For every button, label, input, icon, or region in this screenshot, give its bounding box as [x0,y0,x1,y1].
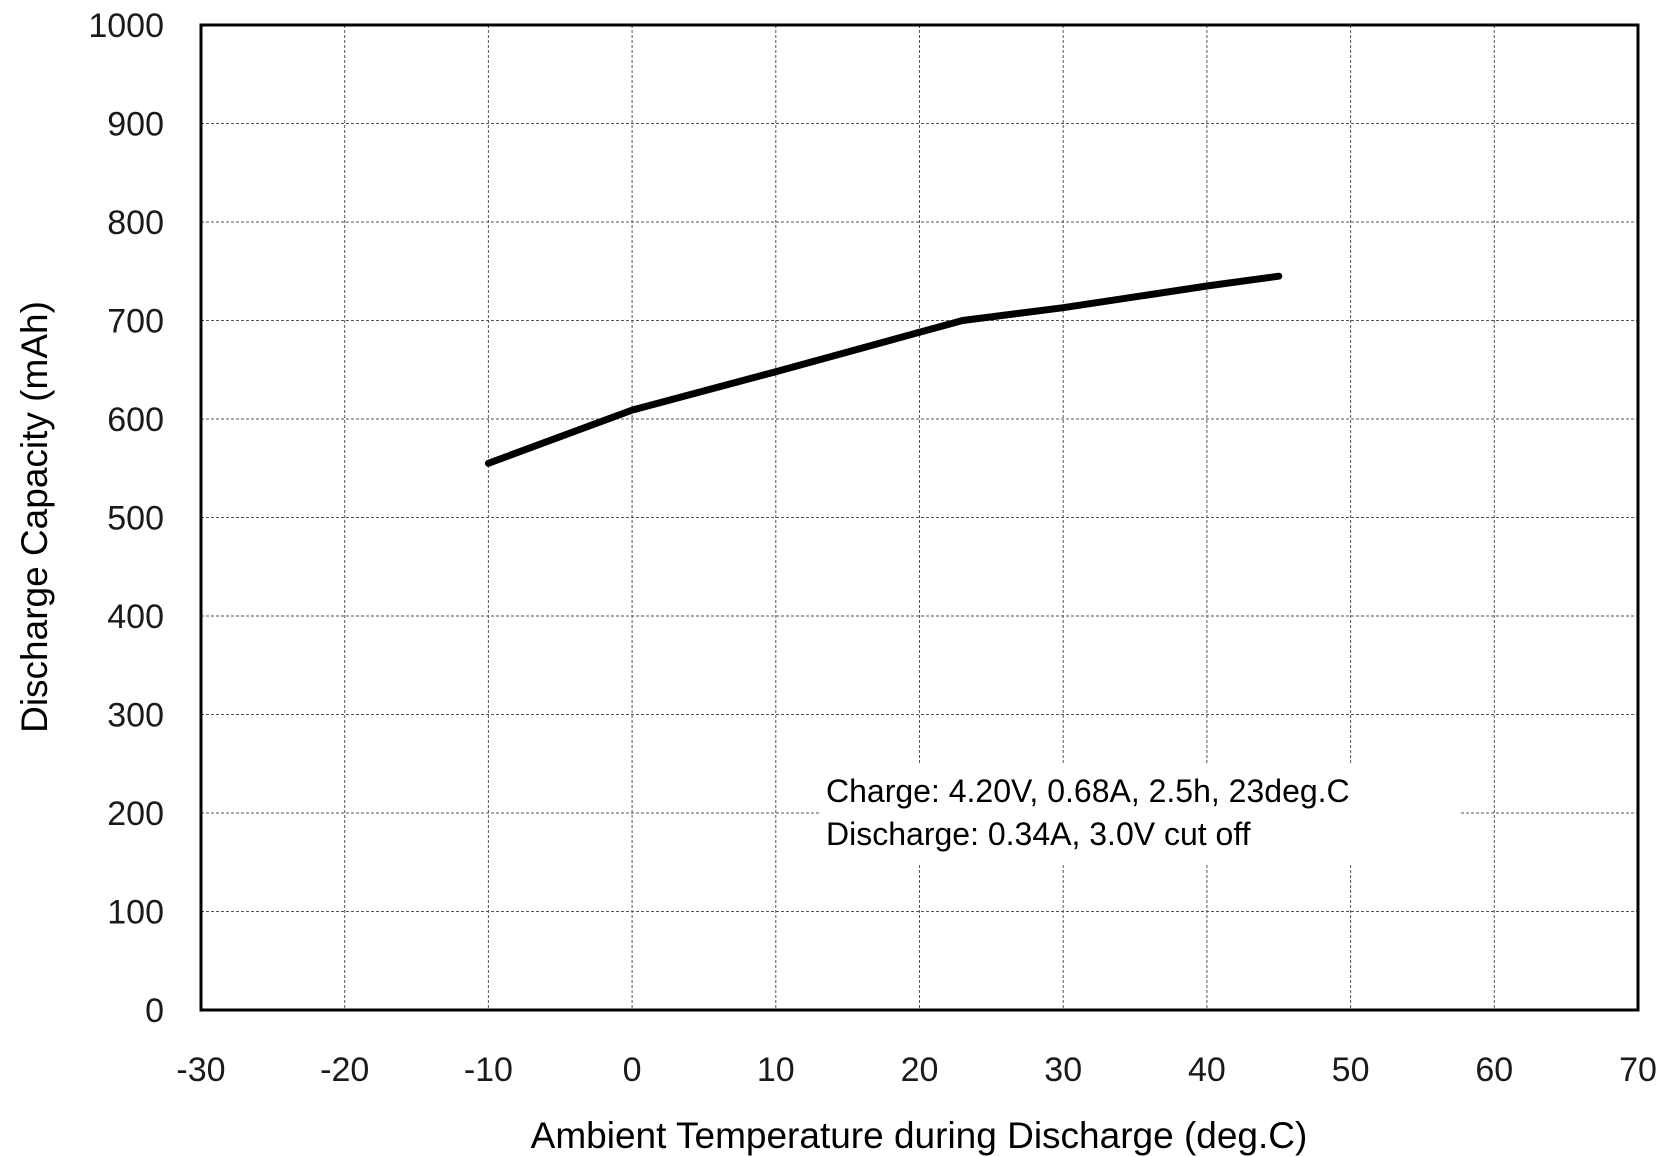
tick-labels: -30 -20 -10 0 10 20 30 40 50 60 700100200300400500… [88,7,1657,1089]
x-tick-label: 50 [1332,1051,1370,1089]
y-tick-label: 1000 [88,7,164,45]
y-tick-label: 800 [107,204,164,242]
x-tick-label: 30 [1044,1051,1082,1089]
y-tick-label: 100 [107,894,164,932]
x-tick-label: 20 [901,1051,939,1089]
y-tick-label: 0 [145,992,164,1030]
series-layer [484,272,1283,467]
y-tick-label: 200 [107,795,164,833]
y-tick-label: 300 [107,697,164,735]
y-tick-label: 600 [107,401,164,439]
annotation-background [820,763,1460,865]
y-tick-label: 500 [107,500,164,538]
series-line [484,272,1283,467]
y-tick-label: 900 [107,106,164,144]
annotation-discharge-conditions: Discharge: 0.34A, 3.0V cut off [826,816,1251,852]
y-tick-label: 700 [107,303,164,341]
plot-frame [199,23,1640,1012]
x-tick-label: 10 [757,1051,795,1089]
x-tick-label: 70 [1619,1051,1657,1089]
x-axis-title: Ambient Temperature during Discharge (de… [531,1115,1308,1156]
x-tick-label: -20 [320,1051,369,1089]
x-tick-label: 0 [623,1051,642,1089]
x-tick-label: -10 [464,1051,513,1089]
x-tick-label: 40 [1188,1051,1226,1089]
y-axis-title: Discharge Capacity (mAh) [14,301,55,733]
annotation-box: Charge: 4.20V, 0.68A, 2.5h, 23deg.C Disc… [820,763,1460,865]
x-tick-label: 60 [1475,1051,1513,1089]
y-tick-label: 400 [107,598,164,636]
annotation-charge-conditions: Charge: 4.20V, 0.68A, 2.5h, 23deg.C [826,773,1350,809]
x-tick-label: -30 [176,1051,225,1089]
